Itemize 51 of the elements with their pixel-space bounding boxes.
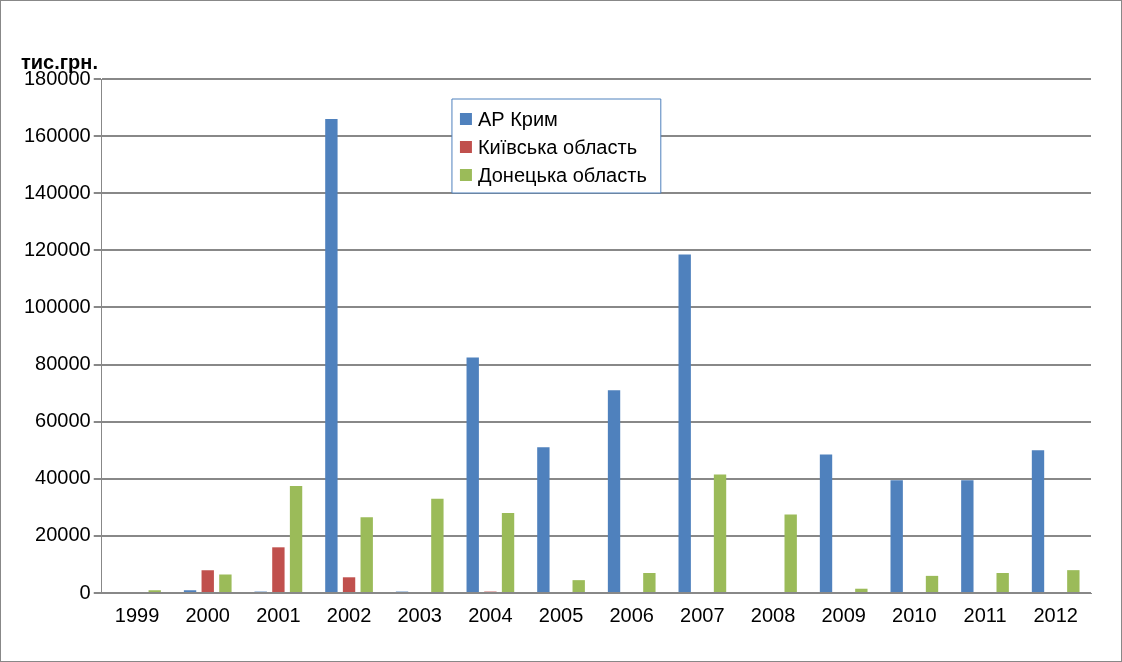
x-tick-label: 2003 [397, 603, 442, 626]
bar [501, 513, 515, 592]
y-tick-label: 40000 [35, 466, 91, 489]
bar [201, 570, 214, 592]
x-tick-label: 2011 [963, 603, 1007, 626]
bar [431, 498, 444, 592]
bar [890, 480, 903, 592]
bar [819, 454, 833, 592]
bar [643, 573, 656, 592]
x-tick-label: 1999 [114, 603, 160, 626]
y-tick-label: 120000 [23, 237, 91, 260]
y-tick-label: 140000 [23, 180, 91, 203]
bar [1067, 570, 1080, 592]
bar [855, 588, 868, 592]
x-tick-label: 2005 [538, 603, 584, 626]
y-tick-label: 160000 [23, 123, 91, 146]
bar [678, 254, 691, 592]
bar [961, 480, 974, 592]
x-tick-label: 2007 [680, 603, 725, 626]
legend-label: Київська область [477, 135, 638, 158]
bar [289, 485, 303, 592]
x-tick-label: 2000 [185, 603, 230, 626]
bar [466, 357, 479, 592]
x-tick-label: 2004 [468, 603, 513, 626]
legend-label: АР Крим [477, 107, 558, 130]
bar [360, 517, 373, 592]
bar [713, 474, 727, 592]
bar [272, 547, 285, 592]
y-tick-label: 80000 [35, 352, 91, 375]
y-tick-label: 60000 [35, 409, 91, 432]
bar [325, 118, 338, 592]
x-tick-label: 2006 [609, 603, 654, 626]
x-tick-label: 2012 [1033, 603, 1078, 626]
bar [996, 573, 1009, 592]
bar [219, 574, 232, 592]
x-tick-label: 2001 [256, 603, 301, 626]
x-tick-label: 2010 [892, 603, 937, 626]
x-tick-label: 2002 [326, 603, 372, 626]
bar [342, 577, 356, 592]
bar [1031, 450, 1045, 592]
y-tick-label: 100000 [23, 294, 91, 317]
legend-label: Донецька область [477, 163, 647, 186]
x-tick-label: 2009 [821, 603, 866, 626]
bar [925, 575, 939, 592]
x-tick-label: 2008 [750, 603, 796, 626]
bar [537, 447, 550, 592]
y-tick-label: 20000 [35, 523, 91, 546]
bar [607, 390, 621, 592]
y-tick-label: 0 [79, 580, 91, 603]
bar [572, 580, 585, 592]
bar [784, 514, 797, 592]
